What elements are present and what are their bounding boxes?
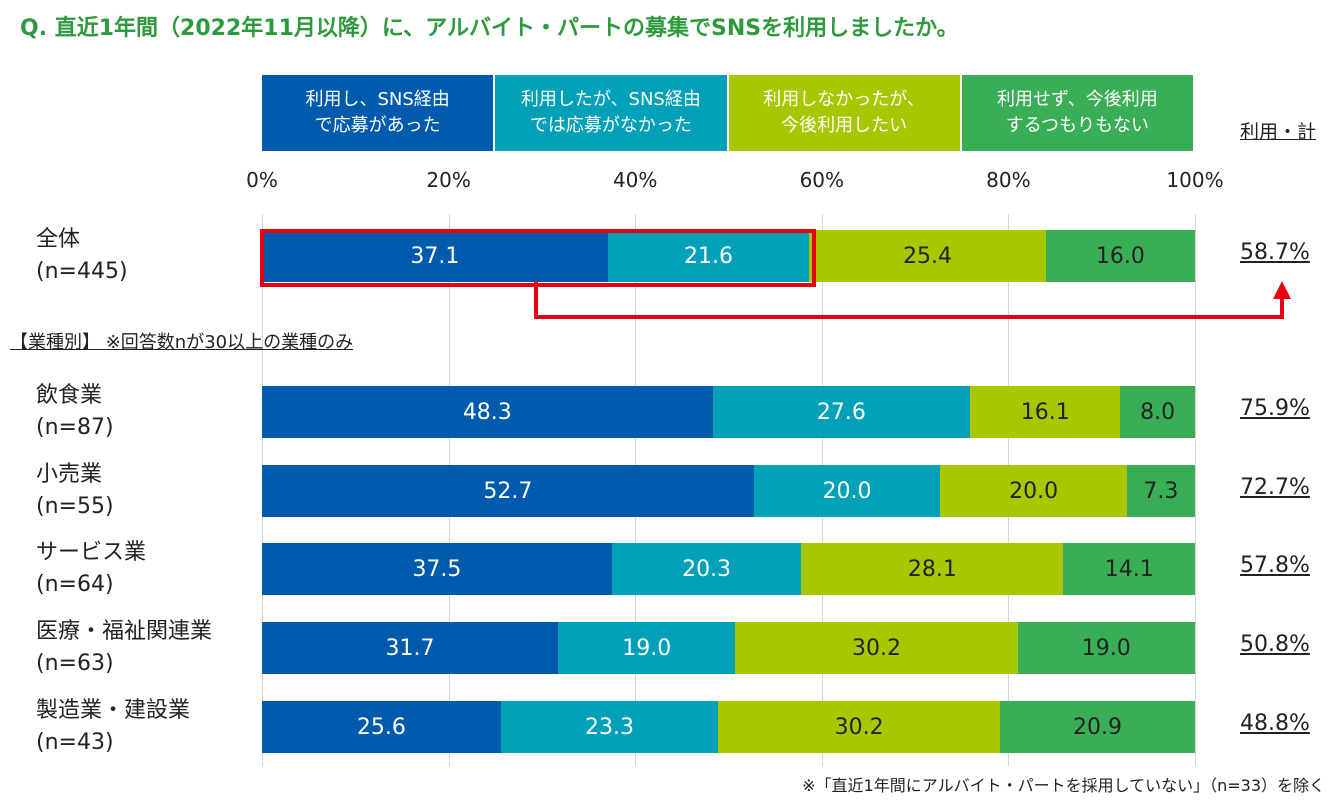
highlight-box: [260, 229, 816, 287]
x-tick-label: 20%: [426, 168, 471, 192]
bar-segment: 25.6: [262, 701, 501, 753]
chart-title: Q. 直近1年間（2022年11月以降）に、アルバイト・パートの募集でSNSを利…: [20, 16, 959, 41]
category-name: 飲食業: [36, 383, 103, 408]
category-label: 小売業 (n=55): [36, 459, 114, 523]
category-count: (n=445): [36, 259, 128, 284]
category-label: 全体 (n=445): [36, 224, 128, 288]
stacked-bar: 37.1 21.6 25.4 16.0: [262, 230, 1195, 282]
bar-segment: 16.1: [970, 386, 1121, 438]
category-count: (n=55): [36, 494, 114, 519]
legend-entry-1: 利用し、SNS経由 で応募があった: [262, 75, 494, 151]
bar-segment: 31.7: [262, 622, 559, 674]
total-column-header: 利用・計: [1240, 121, 1317, 143]
category-name: 小売業: [36, 462, 103, 487]
bar-segment: 21.6: [607, 230, 810, 282]
stacked-bar: 25.6 23.3 30.2 20.9: [262, 701, 1195, 753]
gridline: [1195, 214, 1196, 766]
stacked-bar: 52.7 20.0 20.0 7.3: [262, 465, 1195, 517]
category-count: (n=64): [36, 572, 114, 597]
footnote: ※「直近1年間にアルバイト・パートを採用していない」（n=33）を除く: [802, 776, 1325, 795]
bar-segment: 30.2: [718, 701, 1000, 753]
bar-segment: 37.5: [262, 543, 612, 595]
bar-segment: 48.3: [262, 386, 713, 438]
x-tick-label: 40%: [612, 168, 658, 192]
category-count: (n=63): [36, 651, 114, 676]
usage-total: 72.7%: [1240, 475, 1310, 500]
bar-segment: 8.0: [1120, 386, 1195, 438]
industry-section-label: 【業種別】 ※回答数nが30以上の業種のみ: [10, 332, 354, 353]
category-count: (n=43): [36, 730, 114, 755]
bar-segment: 23.3: [500, 701, 719, 753]
bar-segment: 19.0: [558, 622, 736, 674]
stacked-bar: 48.3 27.6 16.1 8.0: [262, 386, 1195, 438]
bar-segment: 20.0: [940, 465, 1127, 517]
bar-segment: 16.0: [1045, 230, 1195, 282]
bar-segment: 7.3: [1126, 465, 1195, 517]
usage-total: 58.7%: [1240, 240, 1310, 265]
category-count: (n=87): [36, 415, 114, 440]
x-tick-label: 80%: [986, 168, 1031, 192]
bar-segment: 28.1: [801, 543, 1064, 595]
bar-segment: 20.0: [753, 465, 941, 517]
bar-segment: 19.0: [1017, 622, 1195, 674]
category-name: 製造業・建設業: [36, 698, 191, 723]
bar-segment: 20.9: [999, 701, 1195, 753]
usage-total: 48.8%: [1240, 711, 1310, 736]
usage-total: 50.8%: [1240, 632, 1310, 657]
category-label: 製造業・建設業 (n=43): [36, 695, 190, 759]
category-name: 医療・福祉関連業: [36, 619, 213, 644]
usage-total: 57.8%: [1240, 553, 1310, 578]
bar-segment: 30.2: [735, 622, 1018, 674]
stacked-bar: 37.5 20.3 28.1 14.1: [262, 543, 1195, 595]
bar-segment: 27.6: [712, 386, 971, 438]
x-tick-label: 60%: [799, 168, 845, 192]
bar-segment: 37.1: [262, 230, 608, 282]
category-name: サービス業: [36, 540, 147, 565]
legend-entry-4: 利用せず、今後利用 するつもりもない: [961, 75, 1193, 151]
category-label: 医療・福祉関連業 (n=63): [36, 616, 212, 680]
usage-total: 75.9%: [1240, 396, 1310, 421]
category-label: 飲食業 (n=87): [36, 380, 114, 444]
stacked-bar: 31.7 19.0 30.2 19.0: [262, 622, 1195, 674]
category-name: 全体: [36, 227, 81, 252]
x-tick-label: 100%: [1166, 168, 1224, 192]
bar-segment: 14.1: [1063, 543, 1195, 595]
bar-segment: 52.7: [262, 465, 754, 517]
legend-entry-2: 利用したが、SNS経由 では応募がなかった: [495, 75, 727, 151]
bar-segment: 20.3: [611, 543, 802, 595]
x-tick-label: 0%: [246, 168, 278, 192]
legend-entry-3: 利用しなかったが、 今後利用したい: [728, 75, 960, 151]
category-label: サービス業 (n=64): [36, 537, 146, 601]
bar-segment: 25.4: [809, 230, 1046, 282]
